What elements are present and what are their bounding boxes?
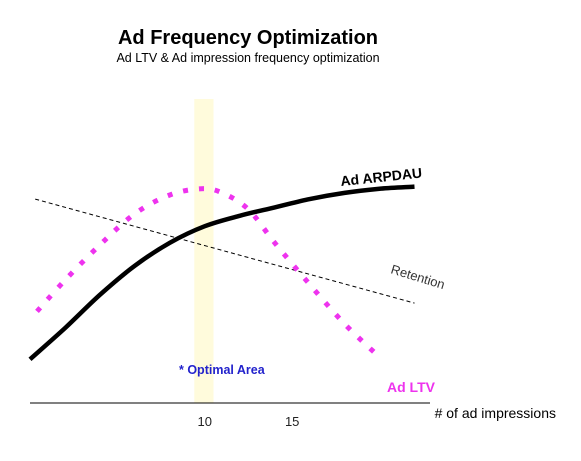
x-tick-label-0: 10 — [198, 414, 212, 429]
series-label-retention: Retention — [389, 262, 447, 293]
x-tick-label-1: 15 — [285, 414, 299, 429]
series-line-ad-arpdau — [28, 184, 415, 361]
x-tick-labels: 10 15 — [198, 414, 300, 429]
optimal-area-band — [194, 99, 214, 403]
series-line-retention — [35, 198, 415, 304]
series-label-ad-ltv: Ad LTV — [387, 379, 436, 395]
series-layer — [28, 184, 415, 361]
optimal-area-label: * Optimal Area — [179, 363, 266, 377]
x-axis-label: # of ad impressions — [435, 405, 556, 421]
chart-subtitle: Ad LTV & Ad impression frequency optimiz… — [116, 51, 379, 65]
chart-title: Ad Frequency Optimization — [118, 27, 378, 49]
